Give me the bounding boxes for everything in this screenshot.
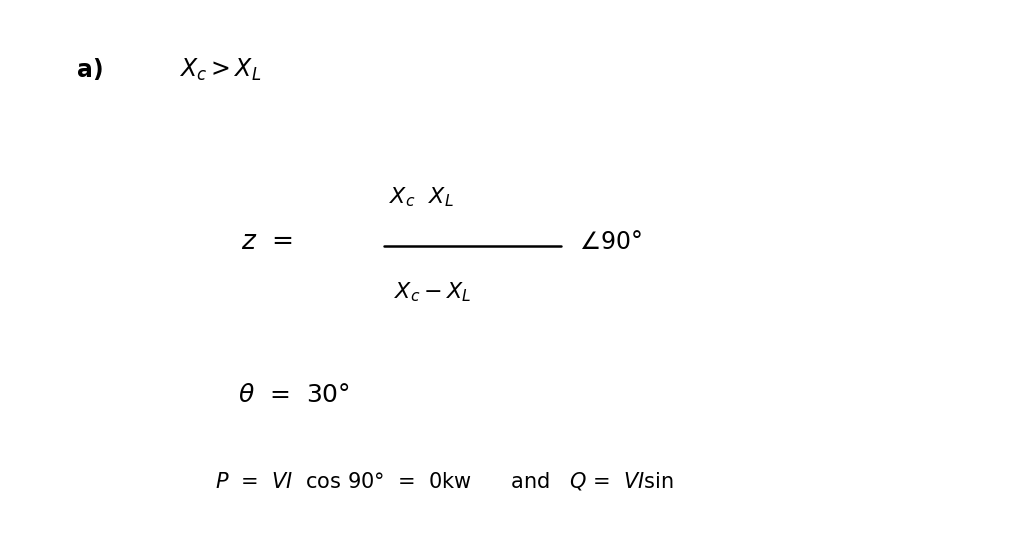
Text: $X_c - X_L$: $X_c - X_L$ — [394, 280, 472, 304]
Text: $P$  =  $VI$  cos 90°  =  0kw      and   $Q$ =  $VI$sin: $P$ = $VI$ cos 90° = 0kw and $Q$ = $VI$s… — [215, 470, 674, 492]
Text: $X_c > X_L$: $X_c > X_L$ — [179, 56, 261, 83]
Text: a): a) — [77, 57, 103, 82]
Text: $\theta$  =  30°: $\theta$ = 30° — [238, 383, 349, 407]
Text: $\angle 90°$: $\angle 90°$ — [579, 230, 641, 254]
Text: $z$  =: $z$ = — [241, 229, 293, 255]
Text: $X_c \ \ X_L$: $X_c \ \ X_L$ — [389, 186, 454, 209]
